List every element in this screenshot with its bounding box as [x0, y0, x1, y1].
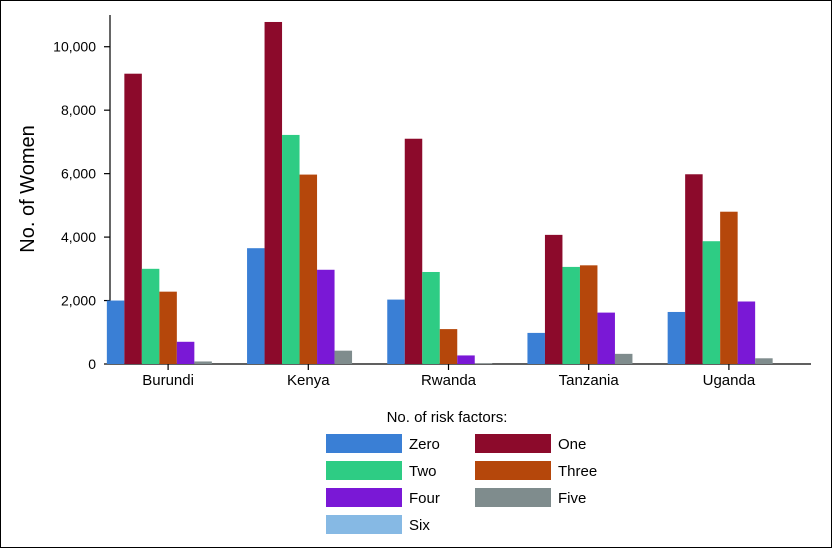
bar-rwanda-four — [457, 355, 475, 364]
bar-rwanda-three — [439, 329, 458, 364]
bar-tanzania-two — [562, 266, 580, 364]
bar-burundi-one — [124, 73, 142, 364]
legend-label-six: Six — [409, 517, 430, 534]
bar-burundi-five — [194, 361, 212, 364]
category-label: Kenya — [287, 372, 330, 389]
legend-swatch-five — [475, 488, 551, 507]
legend-swatch-four — [326, 488, 402, 507]
bar-rwanda-five — [474, 363, 493, 364]
bar-uganda-three — [720, 211, 738, 364]
bar-kenya-three — [299, 174, 318, 364]
legend-swatch-six — [326, 515, 402, 534]
y-tick-label: 4,000 — [61, 229, 96, 245]
bar-rwanda-zero — [387, 299, 405, 364]
category-label: Uganda — [703, 372, 756, 389]
bar-uganda-five — [755, 358, 773, 364]
legend-title: No. of risk factors: — [387, 409, 508, 426]
bar-burundi-four — [176, 341, 195, 364]
legend-label-five: Five — [558, 490, 586, 507]
bar-kenya-zero — [247, 248, 265, 364]
category-label: Burundi — [142, 372, 194, 389]
bar-tanzania-four — [597, 312, 615, 364]
y-axis-label: No. of Women — [17, 125, 39, 252]
bar-tanzania-zero — [527, 332, 545, 364]
bar-uganda-one — [685, 174, 703, 364]
y-tick-label: 10,000 — [53, 39, 96, 55]
legend: Zero One Two Three Four Five Six — [326, 434, 597, 534]
category-label: Rwanda — [421, 372, 477, 389]
bar-uganda-zero — [667, 311, 686, 364]
legend-swatch-three — [475, 461, 551, 480]
bar-burundi-zero — [106, 300, 125, 364]
y-tick-label: 8,000 — [61, 102, 96, 118]
legend-swatch-two — [326, 461, 402, 480]
y-tick-label: 0 — [88, 356, 96, 372]
category-label: Tanzania — [559, 372, 620, 389]
bar-uganda-two — [702, 241, 721, 364]
bar-kenya-five — [334, 350, 353, 364]
bars — [106, 21, 773, 364]
bar-rwanda-two — [422, 271, 440, 364]
legend-label-four: Four — [409, 490, 440, 507]
legend-swatch-zero — [326, 434, 402, 453]
legend-label-zero: Zero — [409, 436, 440, 453]
bar-kenya-one — [264, 21, 283, 364]
bar-burundi-two — [141, 268, 160, 364]
y-ticks: 0 2,000 4,000 6,000 8,000 10,000 — [53, 39, 110, 372]
legend-label-two: Two — [409, 463, 437, 480]
bar-kenya-four — [317, 269, 335, 364]
bar-tanzania-three — [579, 265, 598, 364]
y-tick-label: 6,000 — [61, 166, 96, 182]
bar-uganda-four — [737, 301, 756, 364]
y-tick-label: 2,000 — [61, 293, 96, 309]
category-labels: Burundi Kenya Rwanda Tanzania Uganda — [142, 364, 756, 389]
bar-rwanda-one — [404, 138, 423, 364]
bar-tanzania-one — [544, 234, 563, 364]
legend-label-one: One — [558, 436, 586, 453]
legend-swatch-one — [475, 434, 551, 453]
bar-burundi-three — [159, 291, 177, 364]
bar-kenya-two — [282, 134, 300, 364]
legend-label-three: Three — [558, 463, 597, 480]
bar-tanzania-five — [614, 353, 633, 364]
